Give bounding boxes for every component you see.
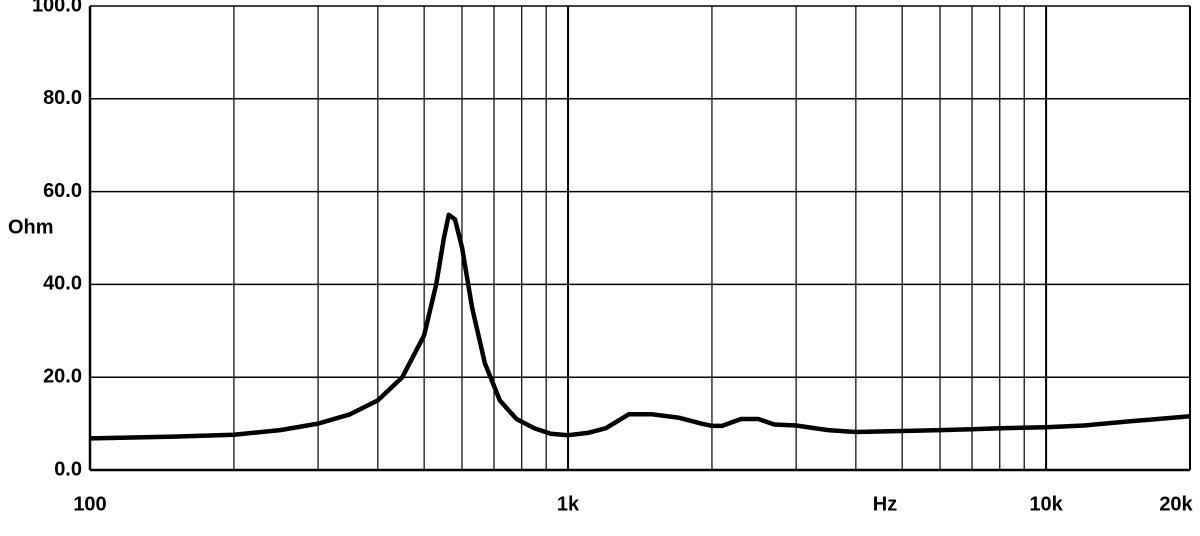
y-axis-label: Ohm: [8, 216, 54, 238]
y-tick-label: 20.0: [43, 365, 82, 387]
x-tick-label: 100: [73, 493, 106, 515]
x-axis-label: Hz: [873, 493, 897, 515]
x-tick-label: 20k: [1159, 493, 1193, 515]
y-tick-label: 60.0: [43, 180, 82, 202]
y-tick-label: 100.0: [32, 0, 82, 16]
y-tick-label: 40.0: [43, 273, 82, 295]
x-tick-label: 10k: [1029, 493, 1063, 515]
data-line: [89, 212, 1191, 441]
y-tick-label: 0.0: [54, 458, 82, 480]
y-tick-label: 80.0: [43, 87, 82, 109]
x-tick-label: 1k: [557, 493, 580, 515]
